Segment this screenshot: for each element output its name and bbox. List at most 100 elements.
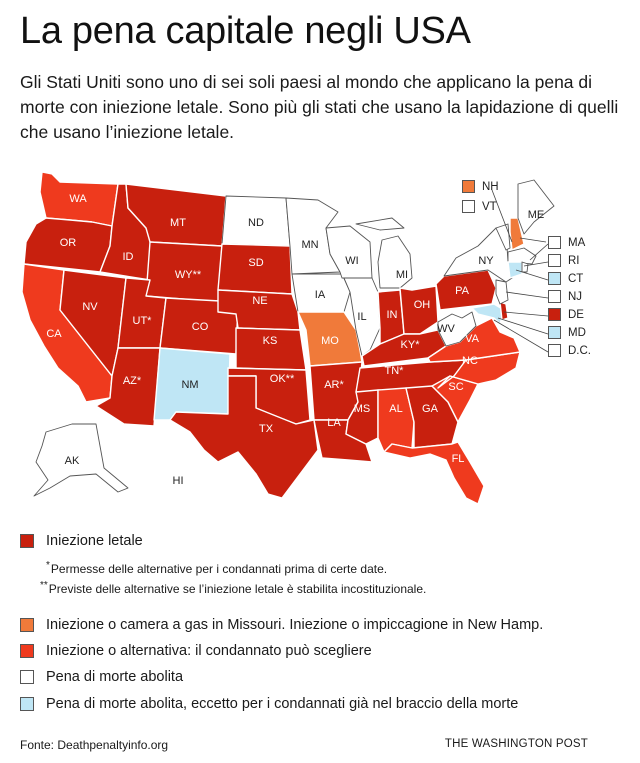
legend-item-lethal-injection: Iniezione letale bbox=[20, 533, 143, 549]
swatch-alternative bbox=[20, 644, 34, 658]
label-mn: MN bbox=[301, 239, 318, 251]
ne-legend-label: D.C. bbox=[568, 344, 591, 357]
state-mi bbox=[355, 217, 413, 289]
note-mark: * bbox=[46, 560, 50, 571]
label-mi: MI bbox=[396, 269, 408, 281]
swatch-lethal-injection bbox=[20, 534, 34, 548]
label-mo: MO bbox=[321, 335, 339, 347]
label-va: VA bbox=[465, 333, 480, 345]
ne-legend-item: VT bbox=[462, 200, 497, 213]
ne-legend-label: RI bbox=[568, 254, 580, 267]
legend-item-alternative: Iniezione o alternativa: il condannato p… bbox=[20, 643, 372, 659]
ne-legend-item: MA bbox=[548, 236, 585, 249]
ne-legend-swatch bbox=[548, 290, 561, 303]
label-ok: OK** bbox=[270, 373, 295, 385]
ne-legend-swatch bbox=[462, 180, 475, 193]
label-sd: SD bbox=[248, 257, 263, 269]
label-ak: AK bbox=[65, 455, 80, 467]
label-mt: MT bbox=[170, 217, 186, 229]
label-ne: NE bbox=[252, 295, 267, 307]
label-ny: NY bbox=[478, 255, 494, 267]
label-ia: IA bbox=[315, 289, 326, 301]
label-az: AZ* bbox=[123, 375, 142, 387]
state-mo[interactable] bbox=[297, 311, 363, 367]
legend-label: Iniezione o camera a gas in Missouri. In… bbox=[46, 617, 544, 633]
label-ks: KS bbox=[263, 335, 278, 347]
state-wv bbox=[437, 311, 477, 347]
state-ia bbox=[291, 273, 351, 313]
ne-legend-item: DE bbox=[548, 308, 584, 321]
page-title: La pena capitale negli USA bbox=[20, 10, 471, 52]
label-nm: NM bbox=[181, 379, 198, 391]
note-text: Permesse delle alternative per i condann… bbox=[50, 562, 388, 576]
state-me bbox=[517, 179, 555, 235]
ne-legend-item: NH bbox=[462, 180, 499, 193]
publisher-brand: THE WASHINGTON POST bbox=[444, 738, 588, 750]
label-sc: SC bbox=[448, 381, 463, 393]
label-fl: FL bbox=[452, 453, 465, 465]
ne-legend-label: NH bbox=[482, 180, 499, 193]
swatch-abolished bbox=[20, 670, 34, 684]
ne-legend-swatch bbox=[548, 272, 561, 285]
label-or: OR bbox=[60, 237, 77, 249]
ne-legend-item: RI bbox=[548, 254, 580, 267]
ne-legend-swatch bbox=[548, 344, 561, 357]
note-text: Previste delle alternative se l’iniezion… bbox=[48, 582, 427, 596]
label-la: LA bbox=[327, 417, 341, 429]
legend-label: Iniezione letale bbox=[46, 533, 143, 549]
state-de[interactable] bbox=[499, 301, 509, 321]
state-ma bbox=[507, 247, 537, 265]
state-nc[interactable] bbox=[437, 351, 521, 389]
swatch-gas-or-hanging bbox=[20, 618, 34, 632]
state-ct bbox=[507, 261, 523, 279]
legend-note-double: **Previste delle alternative se l’iniezi… bbox=[40, 580, 426, 596]
state-ak bbox=[33, 423, 129, 497]
label-al: AL bbox=[389, 403, 402, 415]
legend-label: Pena di morte abolita, eccetto per i con… bbox=[46, 696, 519, 712]
ne-legend-swatch bbox=[548, 254, 561, 267]
us-map: WA OR CA ID NV MT WY** UT* AZ* CO NM ND … bbox=[0, 162, 640, 512]
label-tx: TX bbox=[259, 423, 274, 435]
ne-legend-item: D.C. bbox=[548, 344, 591, 357]
ne-legend-label: VT bbox=[482, 200, 497, 213]
state-tx[interactable] bbox=[169, 375, 319, 499]
ne-legend-swatch bbox=[548, 326, 561, 339]
label-tn: TN* bbox=[385, 365, 405, 377]
label-ms: MS bbox=[354, 403, 371, 415]
label-ky: KY* bbox=[401, 339, 421, 351]
ne-legend-item: NJ bbox=[548, 290, 582, 303]
label-pa: PA bbox=[455, 285, 470, 297]
ne-legend-label: NJ bbox=[568, 290, 583, 303]
label-me: ME bbox=[528, 209, 545, 221]
legend-note-single: *Permesse delle alternative per i condan… bbox=[46, 560, 387, 576]
label-nv: NV bbox=[82, 301, 98, 313]
swatch-abolished-except bbox=[20, 697, 34, 711]
label-nd: ND bbox=[248, 217, 264, 229]
label-wv: WV bbox=[437, 323, 455, 335]
label-oh: OH bbox=[414, 299, 431, 311]
ne-legend-swatch bbox=[548, 308, 561, 321]
label-in: IN bbox=[387, 309, 398, 321]
state-vt bbox=[495, 223, 511, 251]
label-hi: HI bbox=[173, 475, 184, 487]
state-ri bbox=[521, 261, 529, 273]
label-ca: CA bbox=[46, 328, 62, 340]
legend-item-abolished-except: Pena di morte abolita, eccetto per i con… bbox=[20, 696, 518, 712]
ne-legend-item: MD bbox=[548, 326, 586, 339]
legend-label: Pena di morte abolita bbox=[46, 669, 184, 685]
label-wy: WY** bbox=[175, 269, 202, 281]
label-il: IL bbox=[357, 311, 366, 323]
ne-legend-swatch bbox=[548, 236, 561, 249]
label-ga: GA bbox=[422, 403, 439, 415]
ne-legend-swatch bbox=[462, 200, 475, 213]
page-subtitle: Gli Stati Uniti sono uno di sei soli pae… bbox=[20, 72, 619, 142]
state-nh[interactable] bbox=[509, 217, 525, 251]
ne-legend-label: MA bbox=[568, 236, 586, 249]
ne-legend-label: CT bbox=[568, 272, 584, 285]
state-sd[interactable] bbox=[217, 243, 293, 295]
label-wi: WI bbox=[345, 255, 358, 267]
state-fl[interactable] bbox=[383, 441, 485, 505]
ne-legend-label: MD bbox=[568, 326, 586, 339]
label-ar: AR* bbox=[324, 379, 344, 391]
label-ut: UT* bbox=[133, 315, 153, 327]
